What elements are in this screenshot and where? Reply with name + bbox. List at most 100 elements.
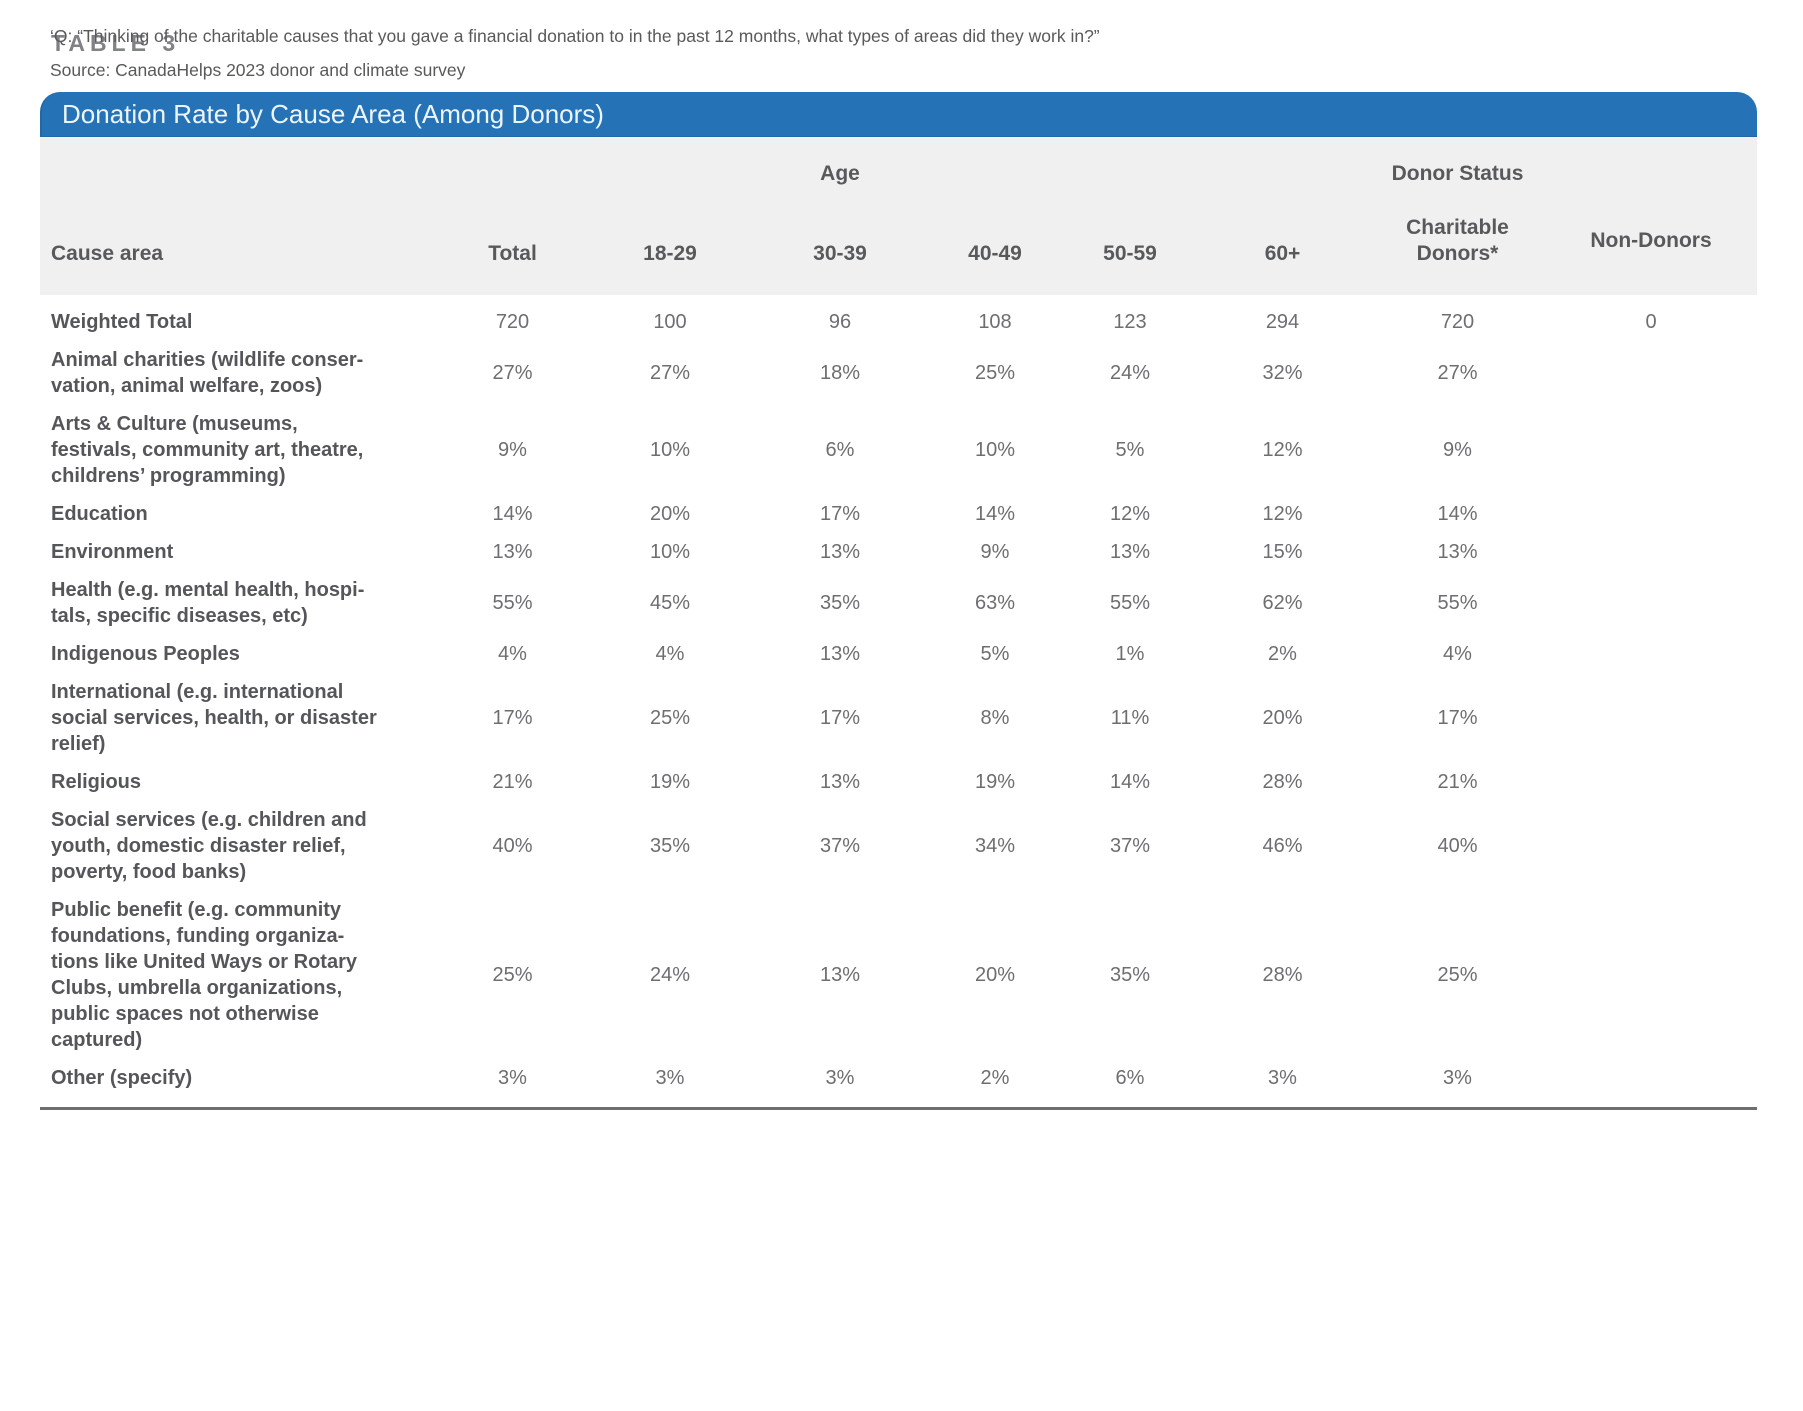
value-cell: 37% bbox=[1109, 835, 1151, 857]
value-cell: 10% bbox=[649, 541, 691, 563]
value-cell: 21% bbox=[1437, 771, 1478, 793]
value-cell: 2% bbox=[980, 1067, 1010, 1089]
value-cell: 13% bbox=[492, 541, 533, 563]
column-header-60plus: 60+ bbox=[1264, 242, 1301, 265]
cause-area-cell: Religious bbox=[51, 771, 142, 793]
value-cell: 63% bbox=[974, 592, 1016, 614]
value-cell: 28% bbox=[1262, 771, 1303, 793]
value-cell: 25% bbox=[1437, 964, 1478, 986]
value-cell: 14% bbox=[974, 503, 1016, 525]
table-row: Weighted Total 720 100 96 108 123 294 720 0 bbox=[40, 303, 1757, 341]
value-cell: 10% bbox=[974, 439, 1016, 461]
column-header-total: Total bbox=[488, 242, 537, 265]
table-row: Social services (e.g. children and youth… bbox=[40, 801, 1757, 891]
value-cell: 24% bbox=[649, 964, 691, 986]
value-cell: 21% bbox=[492, 771, 533, 793]
value-cell: 24% bbox=[1109, 362, 1151, 384]
value-cell: 27% bbox=[492, 362, 533, 384]
value-cell: 14% bbox=[1109, 771, 1151, 793]
value-cell: 9% bbox=[498, 439, 527, 461]
value-cell: 35% bbox=[649, 835, 691, 857]
value-cell: 4% bbox=[498, 643, 527, 665]
value-cell: 3% bbox=[825, 1067, 855, 1089]
value-cell: 18% bbox=[819, 362, 861, 384]
value-cell: 8% bbox=[980, 707, 1010, 729]
column-header-row: Cause area Total 18-29 30-39 40-49 50-59… bbox=[40, 195, 1757, 295]
table-number-label: TABLE 3 bbox=[51, 30, 181, 56]
value-cell: 17% bbox=[819, 503, 861, 525]
value-cell: 14% bbox=[492, 503, 533, 525]
value-cell: 13% bbox=[819, 643, 861, 665]
value-cell: 40% bbox=[492, 835, 533, 857]
cause-area-cell: Social services (e.g. children and youth… bbox=[51, 809, 367, 883]
value-cell: 37% bbox=[819, 835, 861, 857]
column-header-cause-area: Cause area bbox=[51, 242, 164, 265]
value-cell: 720 bbox=[495, 311, 530, 333]
table-header: Age Donor Status Cause area Total 18-29 … bbox=[40, 137, 1757, 295]
table-body: Weighted Total 720 100 96 108 123 294 720 0 Anima… bbox=[40, 295, 1757, 1097]
value-cell: 5% bbox=[980, 643, 1010, 665]
value-cell: 4% bbox=[1443, 643, 1472, 665]
group-header-age: Age bbox=[820, 162, 860, 185]
value-cell: 20% bbox=[649, 503, 691, 525]
value-cell: 3% bbox=[498, 1067, 527, 1089]
value-cell: 35% bbox=[819, 592, 861, 614]
value-cell: 34% bbox=[974, 835, 1016, 857]
group-header-row: Age Donor Status bbox=[40, 137, 1757, 195]
value-cell: 19% bbox=[974, 771, 1016, 793]
value-cell: 4% bbox=[655, 643, 685, 665]
value-cell: 28% bbox=[1262, 964, 1303, 986]
value-cell: 25% bbox=[649, 707, 691, 729]
value-cell: 55% bbox=[1109, 592, 1151, 614]
table-row: Education 14% 20% 17% 14% 12% 12% 14% bbox=[40, 495, 1757, 533]
column-header-18-29: 18-29 bbox=[643, 242, 697, 265]
group-header-donor-status: Donor Status bbox=[1391, 162, 1524, 185]
table-row: Indigenous Peoples 4% 4% 13% 5% 1% 2% 4% bbox=[40, 635, 1757, 673]
value-cell: 19% bbox=[649, 771, 691, 793]
value-cell: 32% bbox=[1262, 362, 1303, 384]
value-cell: 11% bbox=[1110, 707, 1150, 729]
column-header-50-59: 50-59 bbox=[1103, 242, 1157, 265]
value-cell: 27% bbox=[1437, 362, 1478, 384]
value-cell: 45% bbox=[649, 592, 691, 614]
cause-area-cell: Health (e.g. mental health, hospi- tals,… bbox=[51, 579, 365, 627]
table-bottom-rule bbox=[40, 1107, 1757, 1110]
data-table-card: Donation Rate by Cause Area (Among Donor… bbox=[40, 92, 1757, 1110]
value-cell: 62% bbox=[1262, 592, 1303, 614]
value-cell: 20% bbox=[974, 964, 1016, 986]
value-cell: 1% bbox=[1115, 643, 1145, 665]
value-cell: 14% bbox=[1437, 503, 1478, 525]
cause-area-cell: Indigenous Peoples bbox=[51, 643, 240, 665]
value-cell: 12% bbox=[1109, 503, 1151, 525]
value-cell: 27% bbox=[649, 362, 691, 384]
column-header-30-39: 30-39 bbox=[813, 242, 867, 265]
value-cell: 294 bbox=[1265, 311, 1300, 333]
value-cell: 35% bbox=[1109, 964, 1151, 986]
table-title-banner: Donation Rate by Cause Area (Among Donor… bbox=[40, 92, 1757, 137]
table-row: Other (specify) 3% 3% 3% 2% 6% 3% 3% bbox=[40, 1059, 1757, 1097]
footnote-source: Source: CanadaHelps 2023 donor and clima… bbox=[50, 60, 466, 80]
cause-area-cell: Environment bbox=[51, 541, 174, 563]
table-row: Public benefit (e.g. community foundatio… bbox=[40, 891, 1757, 1059]
value-cell: 5% bbox=[1115, 439, 1145, 461]
value-cell: 20% bbox=[1262, 707, 1303, 729]
table-row: Arts & Culture (museums, festivals, comm… bbox=[40, 405, 1757, 495]
value-cell: 17% bbox=[492, 707, 533, 729]
value-cell: 46% bbox=[1262, 835, 1303, 857]
value-cell: 13% bbox=[1109, 541, 1151, 563]
cause-area-cell: Animal charities (wildlife conser- vatio… bbox=[51, 349, 364, 397]
value-cell: 13% bbox=[819, 964, 861, 986]
value-cell: 6% bbox=[825, 439, 855, 461]
value-cell: 13% bbox=[819, 771, 861, 793]
value-cell: 55% bbox=[1437, 592, 1478, 614]
value-cell: 0 bbox=[1645, 311, 1657, 333]
table-row: Religious 21% 19% 13% 19% 14% 28% 21% bbox=[40, 763, 1757, 801]
value-cell: 13% bbox=[819, 541, 861, 563]
value-cell: 2% bbox=[1268, 643, 1297, 665]
value-cell: 9% bbox=[1443, 439, 1472, 461]
value-cell: 123 bbox=[1113, 311, 1147, 333]
value-cell: 3% bbox=[1443, 1067, 1472, 1089]
report-page: TABLE 3 Donation Rate by Cause Area (Amo… bbox=[0, 26, 1803, 1110]
table-row: International (e.g. international social… bbox=[40, 673, 1757, 763]
value-cell: 6% bbox=[1115, 1067, 1145, 1089]
